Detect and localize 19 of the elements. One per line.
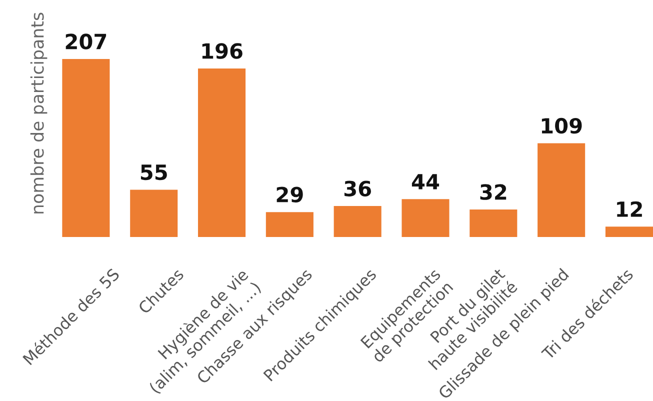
bar (266, 212, 314, 237)
data-label: 29 (276, 186, 303, 202)
data-label: 55 (140, 164, 167, 180)
y-axis-title: nombre de participants (30, 12, 48, 214)
bar (130, 190, 178, 237)
data-label: 36 (344, 180, 371, 196)
data-label: 109 (542, 118, 582, 134)
data-label: 207 (66, 34, 106, 50)
bar (402, 199, 450, 237)
data-label: 196 (202, 43, 242, 59)
bar (538, 143, 586, 237)
data-label: 32 (480, 184, 506, 200)
bar (198, 68, 246, 237)
bar (470, 209, 518, 237)
data-label: 12 (617, 201, 642, 217)
bar (334, 206, 382, 237)
data-label: 44 (412, 174, 440, 190)
bar (62, 59, 110, 237)
bar (605, 226, 653, 237)
